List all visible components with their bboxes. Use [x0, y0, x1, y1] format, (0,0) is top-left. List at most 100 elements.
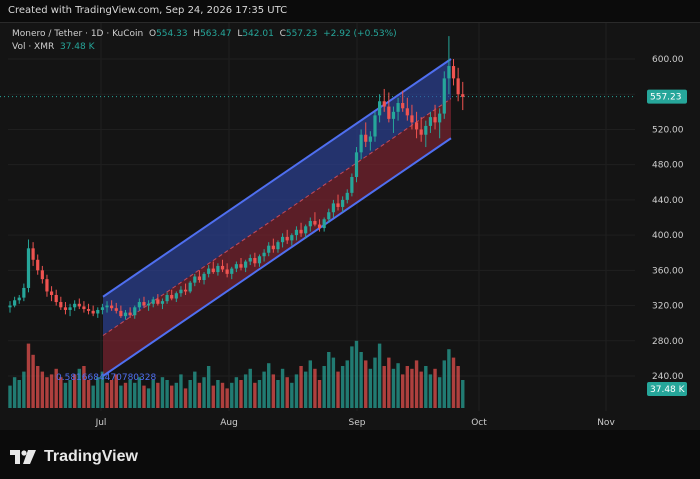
channel-label: 0.5816684470780328 [56, 373, 156, 383]
candle-body [299, 229, 303, 234]
candle-body [391, 111, 396, 119]
candle-body [447, 66, 451, 79]
candle-body [285, 236, 289, 241]
candle-body [49, 291, 54, 295]
candle-body [433, 117, 437, 123]
open-label: O [148, 29, 157, 39]
volume-bar [109, 380, 114, 408]
candle-body [414, 122, 419, 130]
volume-bar [257, 380, 262, 408]
ohlc-legend: Monero / Tether · 1D · KuCoin O554.33 H5… [12, 29, 397, 39]
volume-bar [262, 371, 266, 408]
volume-bar [248, 368, 252, 408]
volume-bar [170, 385, 174, 408]
candle-body [105, 305, 109, 308]
candle-body [63, 307, 68, 310]
candle-body [350, 176, 354, 193]
volume-bar [373, 357, 377, 408]
volume-bar [327, 352, 331, 408]
candle-body [378, 101, 382, 116]
volume-bar [197, 382, 202, 408]
volume-bar [151, 380, 155, 408]
candle-body [248, 258, 252, 262]
close-label: C [279, 29, 286, 39]
volume-bar [336, 371, 340, 408]
volume-bar [91, 385, 95, 408]
volume-bar [128, 380, 132, 408]
volume-bars [8, 340, 465, 408]
volume-bar [340, 366, 345, 408]
volume-label[interactable]: Vol · XMR [12, 42, 55, 52]
volume-bar [165, 380, 169, 408]
volume-bar [303, 371, 308, 408]
candle-body [336, 203, 340, 207]
volume-bar [174, 382, 179, 408]
volume-bar [230, 382, 234, 408]
candle-body [461, 94, 465, 97]
volume-bar [456, 366, 460, 408]
candle-body [8, 305, 12, 308]
candle-body [327, 212, 331, 220]
volume-bar [119, 385, 123, 408]
symbol-title[interactable]: Monero / Tether · 1D · KuCoin [12, 29, 144, 39]
candle-body [73, 303, 77, 308]
candle-body [267, 245, 271, 253]
volume-bar [72, 374, 77, 408]
volume-bar [45, 377, 49, 408]
time-axis[interactable]: Jul Aug Sep Oct Nov [95, 418, 616, 428]
candle-body [304, 226, 308, 234]
volume-bar [63, 382, 68, 408]
chart-panel[interactable]: 0.5816684470780328 600.00560.00520.00480… [0, 22, 700, 431]
volume-value: 37.48 K [59, 42, 95, 52]
last-price-badge [647, 89, 687, 104]
volume-bar [271, 374, 276, 408]
volume-bar [12, 377, 17, 408]
volume-bar [59, 377, 63, 408]
candle-body [36, 259, 40, 271]
volume-bar [447, 349, 451, 408]
candle-body [428, 117, 433, 126]
volume-bar [414, 360, 419, 408]
tradingview-logo[interactable]: TradingView [10, 448, 138, 466]
channel-upper-line [102, 58, 452, 298]
volume-bar [391, 368, 396, 408]
candle-body [137, 302, 141, 308]
candle-body [45, 279, 49, 292]
price-tick-label: 360.00 [652, 266, 684, 276]
time-tick-label: Oct [471, 418, 487, 428]
volume-bar [137, 377, 142, 408]
price-tick-label: 280.00 [652, 337, 684, 347]
volume-bar [437, 377, 442, 408]
candle-body [59, 302, 63, 308]
volume-bar [396, 363, 400, 408]
candle-body [110, 305, 114, 309]
candle-body [345, 192, 349, 200]
channel-lower-line [102, 137, 452, 377]
volume-bar [308, 360, 312, 408]
price-tick-label: 440.00 [652, 196, 684, 206]
candle-body [290, 235, 294, 241]
axis-badges: 557.23 37.48 K [647, 89, 687, 396]
price-axis[interactable]: 600.00560.00520.00480.00440.00400.00360.… [652, 55, 684, 382]
volume-bar [49, 374, 54, 408]
candle-body [114, 308, 118, 311]
candle-body [244, 261, 248, 268]
candle-body [202, 273, 206, 281]
open-value: 554.33 [156, 29, 188, 39]
volume-bar [350, 346, 354, 408]
candle-body [179, 289, 183, 294]
candle-body [317, 224, 322, 229]
time-tick-label: Aug [220, 418, 238, 428]
volume-bar [234, 377, 239, 408]
created-text: Created with TradingView.com, Sep 24, 20… [8, 5, 288, 16]
chart-svg[interactable]: 0.5816684470780328 600.00560.00520.00480… [0, 23, 700, 431]
low-value: 542.01 [242, 29, 274, 39]
low-label: L [237, 29, 243, 39]
candle-body [26, 248, 31, 288]
time-tick-label: Nov [597, 418, 615, 428]
parallel-channel[interactable]: 0.5816684470780328 [56, 58, 452, 383]
candle-body [424, 125, 428, 135]
candle-body [193, 276, 197, 283]
candle-body [174, 293, 178, 299]
volume-bar [86, 380, 91, 408]
